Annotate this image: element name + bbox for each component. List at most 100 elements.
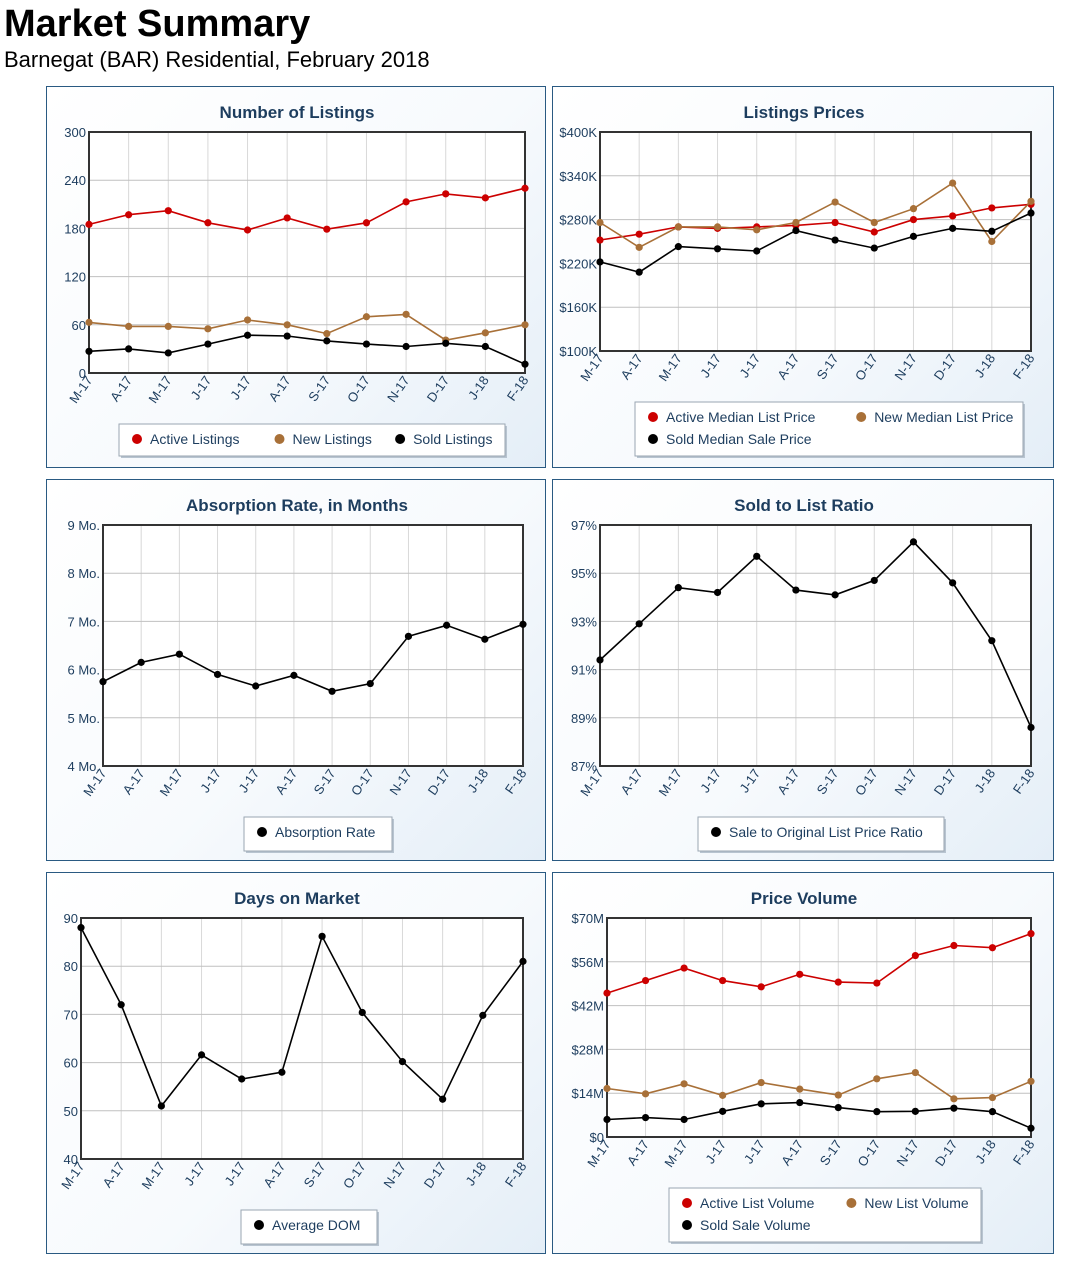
x-tick-label: N-17 [893, 1137, 921, 1169]
data-point [949, 212, 957, 220]
x-tick-label: F-18 [504, 373, 532, 404]
x-tick-label: N-17 [891, 766, 919, 798]
data-point [680, 1115, 688, 1124]
plot-border [606, 917, 1032, 1138]
y-tick-label: 60 [64, 1056, 78, 1071]
chart-svg: Number of Listings 0 60 120 180 240 300 M-17 A-1… [64, 103, 532, 458]
plot-area [600, 525, 1031, 766]
y-tick-label: $42M [571, 999, 604, 1014]
legend-marker [274, 434, 285, 444]
legend-label: New List Volume [864, 1195, 968, 1211]
plot-border [599, 524, 1032, 767]
data-point [521, 184, 529, 192]
x-tick-label: S-17 [311, 766, 339, 797]
data-point [164, 322, 172, 331]
x-tick-label: N-17 [386, 766, 414, 798]
data-point [243, 226, 252, 234]
x-tick-label: O-17 [340, 1159, 369, 1191]
chart-svg: Sold to List Ratio 87% 89% 91% 93% 95% 97% M-17… [571, 496, 1037, 853]
x-tick-label: A-17 [120, 766, 148, 797]
y-tick-label: 300 [64, 125, 86, 140]
y-tick-label: 91% [571, 663, 597, 678]
data-point [603, 1115, 611, 1124]
legend-label: Sale to Original List Price Ratio [729, 824, 923, 840]
y-tick-label: 4 Mo. [67, 759, 100, 774]
data-point [283, 214, 291, 222]
data-point [481, 194, 489, 202]
data-point [443, 621, 451, 629]
data-point [988, 944, 997, 952]
data-point [834, 1091, 842, 1099]
plot-border [80, 917, 524, 1160]
x-tick-label: A-17 [266, 373, 294, 404]
data-point [238, 1075, 246, 1083]
data-point [204, 325, 212, 333]
plot-border [88, 131, 526, 374]
data-point [1027, 1077, 1035, 1085]
data-point [909, 216, 918, 224]
data-point [481, 342, 489, 351]
series-line [80, 927, 524, 1108]
data-point [988, 637, 996, 645]
y-tick-label: 7 Mo. [67, 614, 100, 629]
data-point [949, 179, 957, 187]
series-line [88, 313, 526, 341]
series-line [88, 334, 526, 365]
x-tick-label: A-17 [624, 1137, 652, 1168]
chart-days-on-market: Days on Market 40 50 60 70 80 90 M-17 A-17 M-17 J-… [46, 872, 546, 1254]
data-point [870, 218, 878, 227]
data-point [680, 1080, 688, 1088]
x-tick-label: J-18 [971, 351, 998, 380]
legend-marker [254, 1220, 264, 1230]
x-tick-label: M-17 [66, 373, 95, 406]
x-tick-label: N-17 [891, 351, 919, 383]
x-tick-label: D-17 [425, 766, 453, 798]
data-point [1027, 1124, 1035, 1132]
data-point [988, 1108, 997, 1116]
data-point [873, 1075, 881, 1083]
data-point [521, 321, 529, 329]
series-line [599, 181, 1032, 249]
data-point [481, 635, 489, 643]
data-point [719, 976, 727, 985]
data-point [713, 588, 722, 597]
data-point [870, 244, 878, 252]
x-tick-label: S-17 [305, 373, 333, 404]
data-point [323, 330, 331, 338]
data-point [402, 310, 410, 318]
legend-marker [711, 827, 721, 837]
data-point [175, 650, 183, 658]
x-tick-label: D-17 [424, 373, 452, 405]
legend-marker [682, 1220, 692, 1230]
data-point [873, 979, 881, 987]
data-point [318, 932, 326, 940]
x-tick-label: D-17 [932, 1137, 960, 1169]
legend-label: New Median List Price [874, 409, 1013, 425]
data-point [911, 1068, 919, 1077]
x-tick-label: J-17 [697, 351, 724, 380]
x-tick-label: J-17 [702, 1137, 729, 1166]
data-point [719, 1107, 727, 1115]
chart-title: Listings Prices [744, 103, 865, 122]
data-point [596, 656, 604, 664]
data-point [719, 1091, 727, 1099]
legend-label: Sold Listings [413, 431, 492, 447]
chart-title: Sold to List Ratio [734, 496, 874, 515]
data-point [757, 1078, 765, 1087]
legend-box [634, 401, 1024, 457]
legend-box [240, 1209, 378, 1245]
y-tick-label: 5 Mo. [67, 711, 100, 726]
x-tick-label: A-17 [100, 1159, 128, 1190]
chart-title: Days on Market [234, 889, 360, 908]
data-point [796, 1085, 804, 1093]
x-tick-label: A-17 [774, 351, 802, 382]
x-tick-label: M-17 [139, 1159, 168, 1192]
data-point [481, 329, 489, 337]
x-tick-label: M-17 [661, 1137, 690, 1170]
x-tick-label: J-17 [188, 373, 215, 402]
legend-label: Sold Sale Volume [700, 1217, 811, 1233]
data-point [252, 682, 260, 690]
data-point [157, 1102, 165, 1110]
data-point [635, 620, 643, 628]
legend-marker [682, 1198, 692, 1208]
